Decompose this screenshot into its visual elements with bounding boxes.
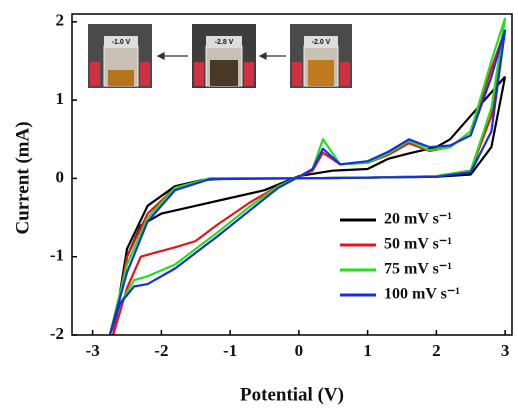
x-axis-label: Potential (V): [240, 384, 344, 405]
insets: -1.0 V -2.8 V -2.0 V: [88, 24, 352, 88]
legend-label: 20 mV s⁻¹: [384, 211, 452, 228]
inset-label: -1.0 V: [112, 39, 131, 46]
x-tick-label: -2: [154, 341, 168, 360]
y-tick-label: 1: [56, 89, 65, 108]
x-tick-label: 2: [432, 341, 441, 360]
legend-label: 50 mV s⁻¹: [384, 236, 452, 253]
y-axis-label: Current (mA): [12, 121, 33, 234]
inset-label: -2.8 V: [215, 39, 234, 46]
inset-photo: [192, 24, 256, 88]
x-tick-label: -3: [86, 341, 100, 360]
legend-label: 75 mV s⁻¹: [384, 261, 452, 278]
inset-photo: [290, 24, 352, 88]
y-tick-label: -1: [50, 246, 64, 265]
x-tick-label: 0: [295, 341, 304, 360]
inset-label: -2.0 V: [312, 39, 331, 46]
series-line: [108, 29, 507, 335]
plot-frame: [71, 13, 513, 336]
x-tick-label: 1: [363, 341, 372, 360]
y-tick-label: -2: [50, 324, 64, 343]
inset-photo: [88, 24, 152, 88]
x-tick-label: 3: [501, 341, 510, 360]
x-tick-label: -1: [223, 341, 237, 360]
arrows: [156, 52, 286, 60]
legend-label: 100 mV s⁻¹: [384, 286, 460, 303]
y-tick-label: 0: [56, 167, 65, 186]
y-tick-label: 2: [56, 11, 65, 30]
